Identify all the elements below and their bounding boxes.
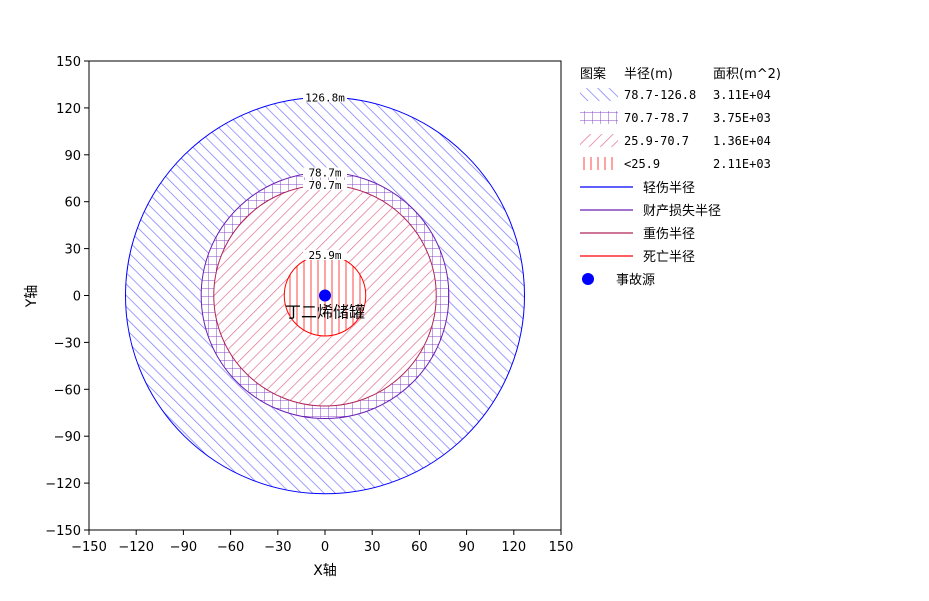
radius-label-3: 25.9m (308, 249, 341, 262)
radius-label-1: 78.7m (308, 166, 341, 179)
radius-label-2: 70.7m (308, 179, 341, 192)
x-tick-label: −90 (170, 540, 197, 555)
legend-line-label-3: 死亡半径 (643, 250, 695, 265)
y-tick-label: 150 (56, 55, 81, 70)
radius-label-bg-3 (303, 250, 347, 261)
y-axis-label: Y轴 (24, 285, 40, 309)
legend-header-area: 面积(m^2) (713, 67, 781, 82)
legend-line-label-1: 财产损失半径 (643, 204, 721, 219)
legend: 图案 半径(m) 面积(m^2) 78.7-126.8 3.11E+04 70.7-… (580, 67, 781, 288)
y-tick-label: −60 (54, 383, 81, 398)
x-tick-label: −60 (217, 540, 244, 555)
x-tick-label: −150 (71, 540, 107, 555)
legend-area-1: 3.75E+03 (713, 111, 771, 125)
legend-line-label-0: 轻伤半径 (643, 181, 695, 196)
y-tick-label: 30 (64, 243, 81, 258)
x-tick-label: 120 (501, 540, 526, 555)
y-tick-label: −120 (45, 477, 81, 492)
y-tick-label: 0 (73, 290, 81, 305)
y-tick-label: 120 (56, 102, 81, 117)
x-tick-label: 60 (411, 540, 428, 555)
y-tick-label: −150 (45, 524, 81, 539)
legend-area-2: 1.36E+04 (713, 134, 771, 148)
legend-swatch-0 (580, 88, 618, 101)
legend-header-pattern: 图案 (580, 67, 606, 82)
accident-source: 丁二烯储罐 (285, 289, 365, 322)
x-tick-label: −30 (264, 540, 291, 555)
legend-line-label-2: 重伤半径 (643, 226, 695, 242)
legend-source-marker (582, 273, 594, 285)
x-axis-ticks: −150 −120 −90 −60 −30 0 30 60 90 120 150 (71, 530, 573, 555)
y-tick-label: −90 (54, 430, 81, 445)
legend-header-radius: 半径(m) (624, 67, 673, 82)
radius-label-bg-0 (303, 92, 347, 103)
x-tick-label: 90 (458, 540, 475, 555)
source-label: 丁二烯储罐 (285, 303, 365, 322)
legend-area-3: 2.11E+03 (713, 157, 771, 171)
y-tick-label: 60 (64, 196, 81, 211)
legend-range-0: 78.7-126.8 (624, 88, 696, 102)
radius-label-0: 126.8m (305, 91, 345, 104)
y-tick-label: −30 (54, 336, 81, 351)
x-tick-label: 0 (321, 540, 329, 555)
radius-label-bg-1 (303, 167, 347, 178)
x-axis-label: X轴 (313, 563, 337, 579)
x-tick-label: −120 (118, 540, 154, 555)
source-point (319, 289, 331, 302)
legend-range-3: <25.9 (624, 157, 660, 171)
legend-source-label: 事故源 (616, 273, 655, 288)
y-axis-ticks: −150 −120 −90 −60 −30 0 30 60 90 120 150 (45, 55, 89, 539)
legend-swatch-3 (580, 157, 618, 170)
x-tick-label: 150 (549, 540, 574, 555)
x-tick-label: 30 (364, 540, 381, 555)
legend-range-1: 70.7-78.7 (624, 111, 689, 125)
legend-area-0: 3.11E+04 (713, 88, 771, 102)
radius-label-bg-2 (303, 179, 347, 190)
legend-range-2: 25.9-70.7 (624, 134, 689, 148)
legend-swatch-2 (580, 134, 618, 147)
y-tick-label: 90 (64, 149, 81, 164)
legend-swatch-1 (580, 111, 618, 124)
